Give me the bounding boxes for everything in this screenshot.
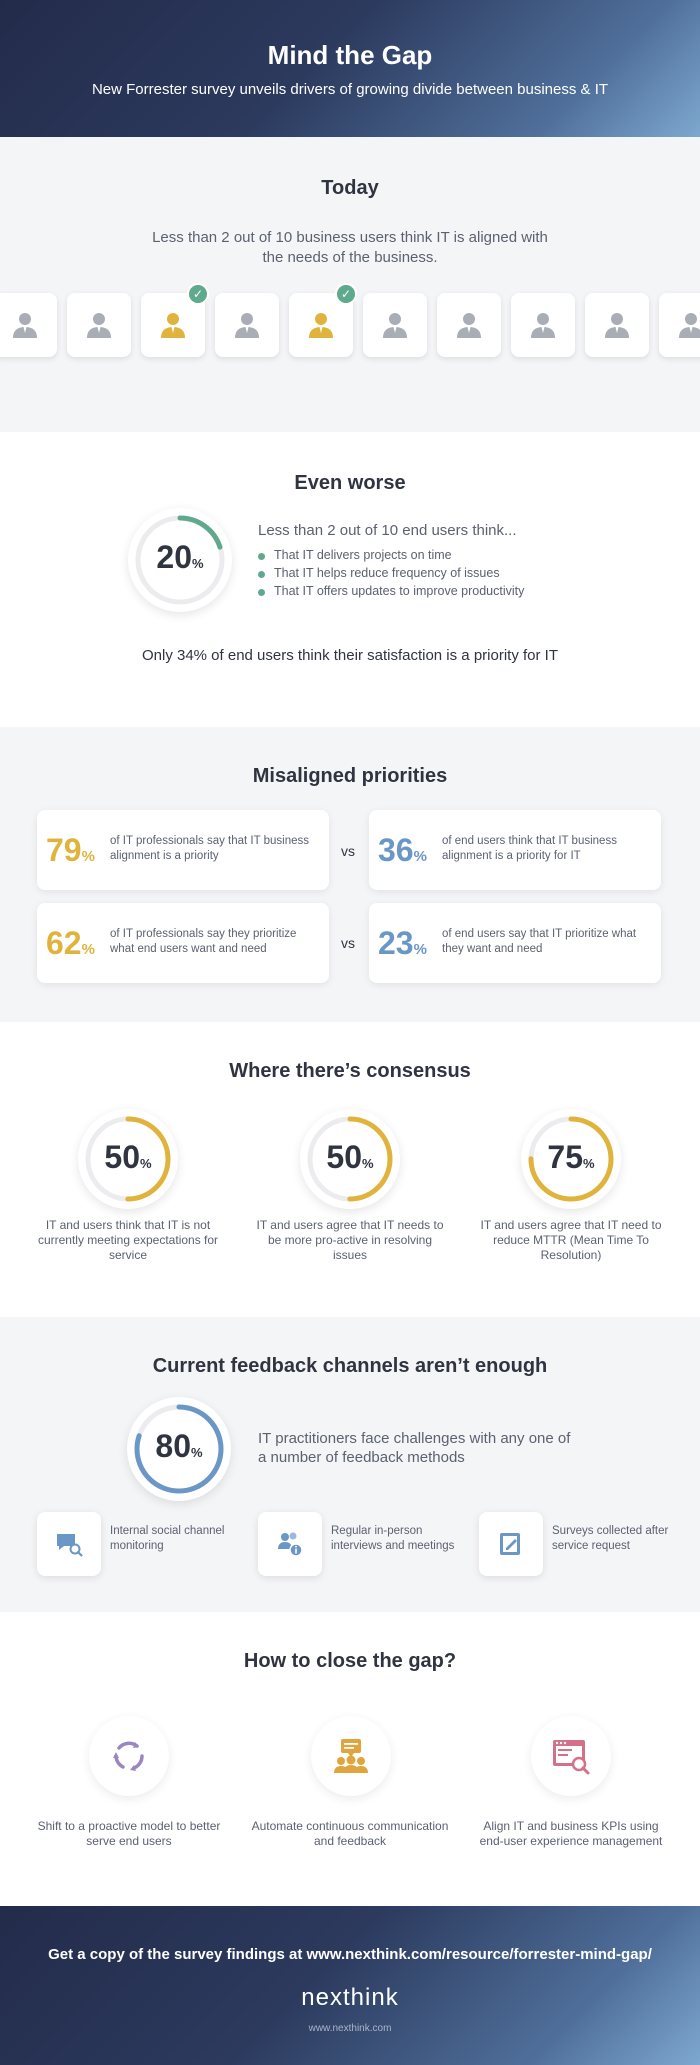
consensus-caption: IT and users think that IT is not curren… xyxy=(37,1218,219,1262)
consensus-ring-chart xyxy=(85,1116,171,1202)
priority-card-it: 79% of IT professionals say that IT busi… xyxy=(37,810,329,890)
user-card xyxy=(363,293,427,357)
worse-list: That IT delivers projects on time That I… xyxy=(258,548,524,602)
priority-card-it: 62% of IT professionals say they priorit… xyxy=(37,903,329,983)
user-card xyxy=(215,293,279,357)
worse-footnote: Only 34% of end users think their satisf… xyxy=(141,647,558,664)
consensus-caption: IT and users agree that IT needs to be m… xyxy=(256,1218,444,1262)
aligned-user-icon xyxy=(161,313,185,338)
user-card xyxy=(511,293,575,357)
check-icon: ✓ xyxy=(187,283,209,305)
user-card xyxy=(67,293,131,357)
stat-text: of end users think that IT business alig… xyxy=(442,835,617,862)
user-icon xyxy=(531,313,555,338)
consensus-percentage: 50% xyxy=(104,1139,152,1175)
feedback-method-label: Internal social channel monitoring xyxy=(110,1525,225,1552)
user-icon xyxy=(605,313,629,338)
today-lead: Less than 2 out of 10 business users thi… xyxy=(152,229,548,266)
list-item: That IT delivers projects on time xyxy=(258,548,524,562)
priority-card-users: 36% of end users think that IT business … xyxy=(369,810,661,890)
consensus-percentage: 50% xyxy=(326,1139,374,1175)
dashboard-search-icon xyxy=(531,1716,611,1796)
nexthink-logo: nexthink xyxy=(301,1984,399,2011)
footer-cta[interactable]: Get a copy of the survey findings at www… xyxy=(48,1946,652,1963)
team-chat-icon xyxy=(311,1716,391,1796)
list-item: That IT offers updates to improve produc… xyxy=(258,584,524,598)
page-title: Mind the Gap xyxy=(267,40,433,70)
user-card xyxy=(437,293,501,357)
user-icon xyxy=(235,313,259,338)
worse-ring-chart xyxy=(135,515,225,605)
worse-ring: 20% xyxy=(128,508,232,612)
user-icon xyxy=(13,313,37,338)
user-card xyxy=(585,293,649,357)
feedback-method-label: Regular in-person interviews and meeting… xyxy=(331,1525,455,1552)
consensus-ring: 50% xyxy=(78,1109,178,1209)
aligned-user-card: ✓ xyxy=(289,283,357,357)
today-title: Today xyxy=(321,177,379,199)
stat-value: 36% xyxy=(378,832,427,868)
feedback-section: Current feedback channels aren’t enough … xyxy=(0,1317,700,1612)
priorities-section: Misaligned priorities 79% of IT professi… xyxy=(0,727,700,1022)
consensus-section: Where there’s consensus 50% IT and users… xyxy=(0,1022,700,1317)
close-gap-label: Automate continuous communication and fe… xyxy=(251,1819,449,1848)
feedback-ring: 80% xyxy=(127,1397,231,1501)
worse-title: Even worse xyxy=(294,472,406,494)
close-gap-section: How to close the gap? Shift to a proacti… xyxy=(0,1612,700,1907)
page-subtitle: New Forrester survey unveils drivers of … xyxy=(91,81,609,98)
stat-text: of IT professionals say that IT business… xyxy=(110,835,310,862)
chat-search-icon xyxy=(37,1512,101,1576)
stat-value: 62% xyxy=(46,925,95,961)
header-banner: Mind the Gap New Forrester survey unveil… xyxy=(0,0,700,137)
consensus-percentage: 75% xyxy=(547,1139,595,1175)
stat-value: 79% xyxy=(46,832,95,868)
aligned-user-card: ✓ xyxy=(141,283,209,357)
user-icon xyxy=(383,313,407,338)
user-row: ✓ ✓ xyxy=(0,283,700,357)
close-gap-label: Align IT and business KPIs using end-use… xyxy=(479,1819,663,1848)
feedback-text: IT practitioners face challenges with an… xyxy=(258,1430,571,1466)
vs-label: vs xyxy=(341,935,355,951)
feedback-ring-chart xyxy=(134,1404,224,1494)
list-item: That IT helps reduce frequency of issues xyxy=(258,566,524,580)
priority-card-users: 23% of end users say that IT prioritize … xyxy=(369,903,661,983)
consensus-ring-chart xyxy=(307,1116,393,1202)
consensus-ring: 75% xyxy=(521,1109,621,1209)
worse-percentage: 20% xyxy=(156,539,204,575)
worse-intro: Less than 2 out of 10 end users think... xyxy=(258,522,517,539)
feedback-method-label: Surveys collected after service request xyxy=(552,1525,669,1552)
vs-label: vs xyxy=(341,843,355,859)
consensus-caption: IT and users agree that IT need to reduc… xyxy=(480,1218,662,1262)
today-section: Today Less than 2 out of 10 business use… xyxy=(0,137,700,432)
user-icon xyxy=(679,313,700,338)
user-icon xyxy=(457,313,481,338)
survey-edit-icon xyxy=(479,1512,543,1576)
close-gap-label: Shift to a proactive model to better ser… xyxy=(37,1819,221,1848)
priorities-title: Misaligned priorities xyxy=(252,765,448,787)
feedback-title: Current feedback channels aren’t enough xyxy=(152,1355,548,1377)
aligned-user-icon xyxy=(309,313,333,338)
consensus-ring: 50% xyxy=(300,1109,400,1209)
consensus-ring-chart xyxy=(528,1116,614,1202)
people-info-icon xyxy=(258,1512,322,1576)
cycle-arrows-icon xyxy=(89,1716,169,1796)
stat-value: 23% xyxy=(378,925,427,961)
footer-url[interactable]: www.nexthink.com xyxy=(308,2023,392,2034)
stat-text: of end users say that IT prioritize what… xyxy=(442,928,637,955)
feedback-percentage: 80% xyxy=(155,1428,203,1464)
worse-section: Even worse 20% Less than 2 out of 10 end… xyxy=(0,432,700,727)
user-card xyxy=(0,293,57,357)
user-icon xyxy=(87,313,111,338)
user-card xyxy=(659,293,700,357)
footer-banner: Get a copy of the survey findings at www… xyxy=(0,1906,700,2065)
check-icon: ✓ xyxy=(335,283,357,305)
consensus-title: Where there’s consensus xyxy=(229,1060,471,1082)
close-gap-title: How to close the gap? xyxy=(243,1650,457,1672)
stat-text: of IT professionals say they prioritize … xyxy=(110,928,297,955)
